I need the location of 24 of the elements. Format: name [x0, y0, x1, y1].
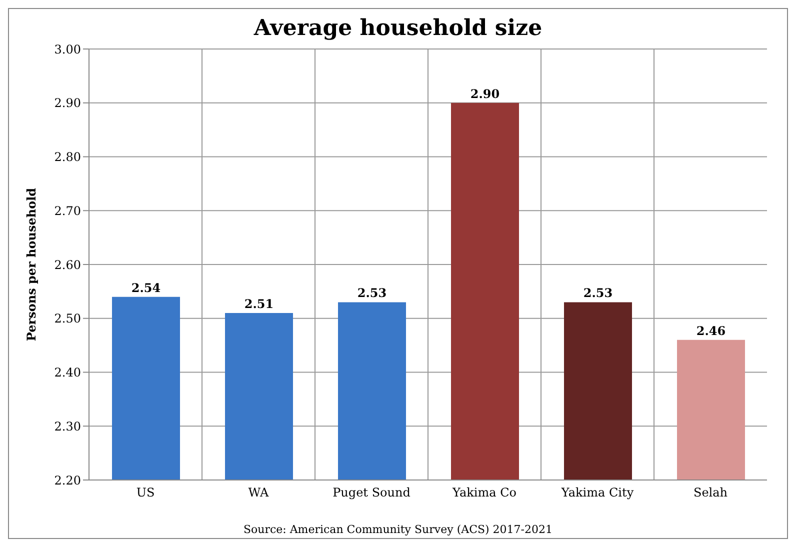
y-tick-label: 2.40: [54, 366, 81, 380]
data-label: 2.90: [470, 86, 500, 101]
y-tick-label: 2.60: [54, 258, 81, 272]
x-tick-label: Selah: [693, 486, 728, 500]
data-label: 2.51: [244, 296, 274, 311]
data-label: 2.53: [583, 286, 613, 300]
data-label: 2.53: [357, 286, 387, 300]
source-note: Source: American Community Survey (ACS) 2017-2021: [242, 523, 554, 536]
x-tick-label: Puget Sound: [332, 486, 411, 500]
data-label: 2.46: [696, 324, 726, 338]
y-tick-label: 3.00: [54, 42, 81, 56]
y-axis-title: Persons per household: [24, 187, 38, 342]
y-tick-label: 2.20: [54, 473, 81, 488]
x-tick-label: Yakima Co: [451, 486, 517, 500]
y-tick-label: 2.50: [54, 312, 81, 326]
x-tick-label: Yakima City: [560, 486, 634, 500]
y-tick-label: 2.90: [54, 96, 81, 110]
y-tick-label: 2.80: [54, 150, 81, 164]
data-label: 2.54: [131, 280, 161, 295]
chart-title: Average household size: [252, 15, 544, 41]
y-tick-label: 2.30: [54, 419, 81, 434]
x-tick-label: US: [136, 486, 155, 500]
y-tick-label: 2.70: [54, 204, 81, 218]
x-tick-label: WA: [248, 486, 270, 500]
